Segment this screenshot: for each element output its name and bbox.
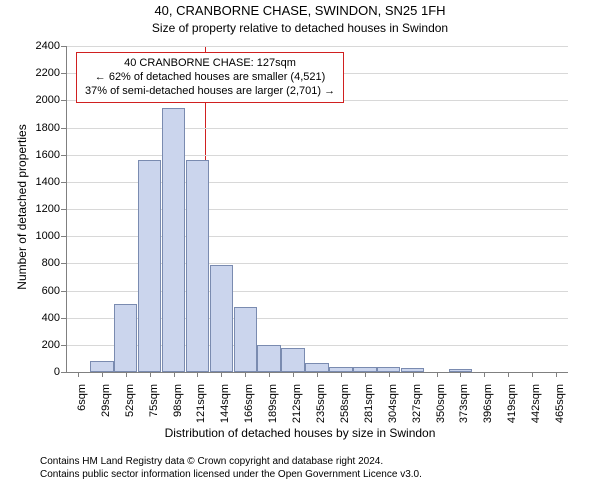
ytick-label: 200 bbox=[42, 339, 60, 351]
xtick-label: 419sqm bbox=[506, 384, 518, 423]
ytick-label: 0 bbox=[54, 366, 60, 378]
gridline bbox=[66, 46, 568, 47]
xtick-label: 465sqm bbox=[554, 384, 566, 423]
xtick-label: 396sqm bbox=[482, 384, 494, 423]
callout-box: 40 CRANBORNE CHASE: 127sqm ← 62% of deta… bbox=[76, 52, 344, 103]
ytick-label: 2400 bbox=[36, 40, 60, 52]
histogram-bar bbox=[90, 361, 113, 372]
xtick-label: 29sqm bbox=[100, 384, 112, 417]
footer-line-1: Contains HM Land Registry data © Crown c… bbox=[40, 456, 600, 469]
xtick-label: 304sqm bbox=[387, 384, 399, 423]
histogram-bar bbox=[138, 160, 161, 372]
xtick-label: 258sqm bbox=[339, 384, 351, 423]
histogram-bar bbox=[257, 345, 280, 372]
xtick-label: 235sqm bbox=[315, 384, 327, 423]
xtick-label: 281sqm bbox=[363, 384, 375, 423]
chart-page: 40, CRANBORNE CHASE, SWINDON, SN25 1FH S… bbox=[0, 0, 600, 500]
ytick-label: 2200 bbox=[36, 67, 60, 79]
xtick-label: 98sqm bbox=[172, 384, 184, 417]
xtick-label: 373sqm bbox=[458, 384, 470, 423]
y-axis-label: Number of detached properties bbox=[15, 117, 29, 297]
xtick-label: 144sqm bbox=[219, 384, 231, 423]
xtick-label: 75sqm bbox=[148, 384, 160, 417]
callout-line-1: 40 CRANBORNE CHASE: 127sqm bbox=[85, 57, 335, 71]
gridline bbox=[66, 128, 568, 129]
ytick-label: 1400 bbox=[36, 176, 60, 188]
histogram-bar bbox=[162, 108, 185, 372]
footer-attribution: Contains HM Land Registry data © Crown c… bbox=[40, 456, 600, 481]
xtick-label: 189sqm bbox=[267, 384, 279, 423]
ytick-label: 1000 bbox=[36, 230, 60, 242]
gridline bbox=[66, 155, 568, 156]
x-axis-line bbox=[66, 372, 568, 373]
callout-line-3: 37% of semi-detached houses are larger (… bbox=[85, 85, 335, 99]
footer-line-2: Contains public sector information licen… bbox=[40, 469, 600, 482]
ytick-label: 400 bbox=[42, 312, 60, 324]
ytick-label: 600 bbox=[42, 285, 60, 297]
histogram-bar bbox=[114, 304, 137, 372]
histogram-bar bbox=[186, 160, 209, 372]
callout-line-2: ← 62% of detached houses are smaller (4,… bbox=[85, 71, 335, 85]
histogram-bar bbox=[210, 265, 233, 372]
histogram-bar bbox=[281, 348, 304, 372]
xtick-label: 52sqm bbox=[124, 384, 136, 417]
xtick-label: 166sqm bbox=[243, 384, 255, 423]
ytick-label: 1200 bbox=[36, 203, 60, 215]
xtick-label: 6sqm bbox=[76, 384, 88, 411]
y-axis-line bbox=[66, 46, 67, 372]
ytick-label: 1800 bbox=[36, 122, 60, 134]
ytick-label: 800 bbox=[42, 257, 60, 269]
ytick-label: 1600 bbox=[36, 149, 60, 161]
xtick-label: 121sqm bbox=[195, 384, 207, 423]
page-title-1: 40, CRANBORNE CHASE, SWINDON, SN25 1FH bbox=[0, 3, 600, 18]
histogram-bar bbox=[305, 363, 328, 373]
histogram-bar bbox=[234, 307, 257, 372]
xtick-label: 350sqm bbox=[435, 384, 447, 423]
xtick-label: 327sqm bbox=[411, 384, 423, 423]
x-axis-label: Distribution of detached houses by size … bbox=[0, 426, 600, 440]
page-title-2: Size of property relative to detached ho… bbox=[0, 21, 600, 35]
xtick-label: 212sqm bbox=[291, 384, 303, 423]
ytick-label: 2000 bbox=[36, 94, 60, 106]
xtick-label: 442sqm bbox=[530, 384, 542, 423]
